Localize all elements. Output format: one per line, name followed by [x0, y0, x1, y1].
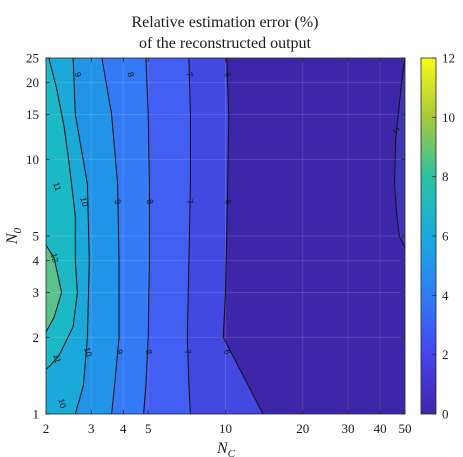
contour-label: 7 — [183, 348, 194, 355]
y-tick-label: 4 — [33, 253, 40, 268]
contour-label: 8 — [143, 348, 154, 355]
contour-line-6 — [222, 58, 264, 414]
chart-title-line-2: of the reconstructed output — [139, 35, 312, 52]
contour-lines — [46, 58, 405, 414]
contour-line-11 — [46, 58, 78, 370]
contour-line-8 — [143, 58, 150, 414]
contour-label: 10 — [78, 196, 90, 208]
x-tick-label: 20 — [296, 421, 309, 436]
x-tick-label: 10 — [219, 421, 232, 436]
contour-line-10 — [72, 58, 90, 414]
colorbar-tick-label: 10 — [442, 110, 455, 125]
y-axis-label-base: N — [4, 232, 21, 245]
contour-label: 6 — [223, 198, 234, 205]
x-tick-label: 3 — [88, 421, 95, 436]
contour-label: 9 — [112, 198, 123, 205]
colorbar-ticks: 0 2 4 6 8 10 12 — [432, 51, 455, 422]
x-tick-label: 50 — [399, 421, 412, 436]
y-tick-label: 3 — [33, 285, 40, 300]
contour-label: 5 — [391, 127, 402, 134]
contour-label: 12 — [49, 252, 61, 264]
x-axis-label-base: N — [216, 440, 229, 457]
contour-label: 6 — [222, 348, 233, 355]
x-axis-ticks: 2 3 4 5 10 20 30 40 50 — [43, 58, 412, 436]
y-tick-label: 20 — [26, 75, 39, 90]
contour-label: 8 — [145, 198, 156, 205]
contour-labels: 9 8 7 6 5 11 10 9 8 7 6 12 11 10 9 8 7 6 10 — [49, 71, 402, 409]
contour-line-7 — [186, 58, 191, 414]
x-tick-label: 4 — [120, 421, 127, 436]
contour-label: 11 — [51, 181, 63, 192]
x-tick-label: 2 — [43, 421, 50, 436]
colorbar-tick-label: 6 — [442, 229, 449, 244]
contour-label: 8 — [125, 71, 136, 78]
chart-title-line-1: Relative estimation error (%) — [131, 14, 318, 31]
fill-region-12 — [46, 245, 62, 332]
fill-region-5 — [394, 58, 405, 248]
contour-label: 7 — [185, 198, 196, 205]
contour-label: 10 — [82, 346, 94, 358]
contour-label: 6 — [222, 71, 233, 78]
contour-label: 7 — [184, 71, 195, 78]
y-tick-label: 5 — [33, 229, 40, 244]
contour-label: 11 — [51, 353, 63, 364]
y-tick-label: 2 — [33, 330, 40, 345]
y-tick-label: 25 — [26, 51, 39, 66]
colorbar-tick-label: 12 — [442, 51, 455, 66]
colorbar-tick-label: 4 — [442, 288, 449, 303]
colorbar-tick-label: 8 — [442, 169, 449, 184]
x-axis-label: NC — [216, 440, 236, 457]
colorbar-tick-label: 2 — [442, 347, 449, 362]
contour-label: 9 — [114, 348, 125, 355]
colorbar-tick-label: 0 — [442, 407, 449, 422]
y-tick-label: 15 — [26, 107, 39, 122]
contour-label: 10 — [56, 397, 68, 409]
grid-lines — [46, 58, 405, 414]
contour-label: 9 — [73, 71, 84, 78]
y-axis-label-sub: 0 — [12, 227, 24, 233]
y-axis-label: N0 — [4, 227, 24, 245]
contour-line-12 — [46, 244, 63, 333]
x-tick-label: 40 — [374, 421, 387, 436]
contour-line-9 — [101, 58, 120, 414]
x-axis-label-sub: C — [228, 448, 236, 457]
y-tick-label: 10 — [26, 152, 39, 167]
x-tick-label: 30 — [342, 421, 355, 436]
y-tick-label: 1 — [33, 407, 40, 422]
x-tick-label: 5 — [145, 421, 152, 436]
